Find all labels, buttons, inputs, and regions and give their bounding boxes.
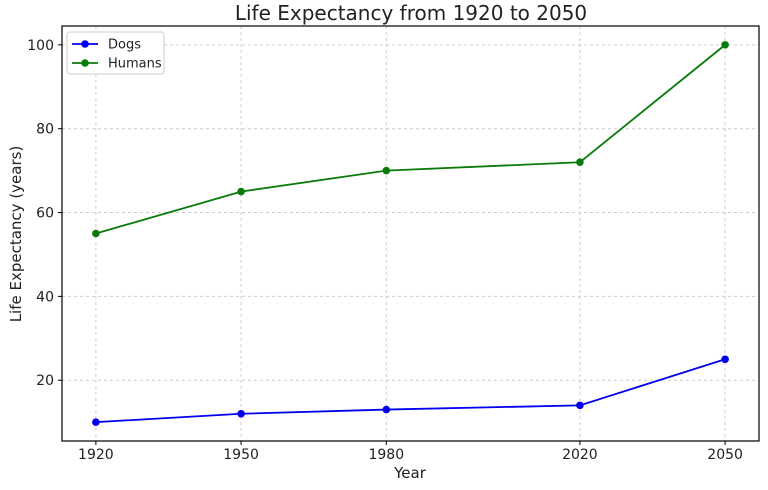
x-tick-label: 1950 [223, 447, 259, 463]
x-tick-label: 1920 [78, 447, 114, 463]
legend-marker-humans [81, 59, 89, 67]
y-tick-label: 60 [36, 206, 54, 222]
y-axis-label: Life Expectancy (years) [7, 146, 25, 323]
y-tick-label: 20 [36, 373, 54, 389]
legend-label-humans: Humans [108, 57, 162, 72]
data-point-dogs [382, 405, 391, 414]
series-humans [92, 41, 729, 238]
y-tick-label: 40 [36, 289, 54, 305]
x-axis-ticks: 1920 1950 1980 2020 2050 [78, 441, 743, 463]
grid [62, 26, 759, 441]
plot-area-frame [61, 25, 760, 442]
data-point-humans [721, 41, 729, 49]
legend-marker-dogs [81, 40, 89, 48]
series-line-dogs [95, 358, 726, 424]
data-point-dogs [721, 355, 729, 364]
x-tick-label: 2020 [562, 447, 598, 463]
data-point-humans [576, 158, 584, 167]
x-tick-label: 2050 [707, 447, 743, 463]
data-point-dogs [576, 401, 584, 410]
series-dogs [92, 355, 729, 426]
chart-title: Life Expectancy from 1920 to 2050 [235, 1, 587, 25]
data-point-humans [92, 229, 100, 238]
series-line-humans [95, 44, 726, 235]
x-axis-label: Year [393, 464, 427, 482]
data-point-humans [382, 166, 391, 175]
x-tick-label: 1980 [368, 447, 404, 463]
y-axis-ticks: 20 40 60 80 100 [27, 38, 62, 389]
legend-item-humans: Humans [72, 57, 162, 72]
data-point-dogs [92, 418, 100, 426]
y-tick-label: 80 [36, 122, 54, 138]
legend: Dogs Humans [66, 31, 165, 75]
y-tick-label: 100 [27, 38, 54, 54]
series-layer [92, 41, 729, 426]
legend-item-dogs: Dogs [72, 38, 141, 53]
data-point-humans [237, 187, 245, 196]
legend-label-dogs: Dogs [108, 38, 141, 53]
data-point-dogs [237, 409, 245, 418]
